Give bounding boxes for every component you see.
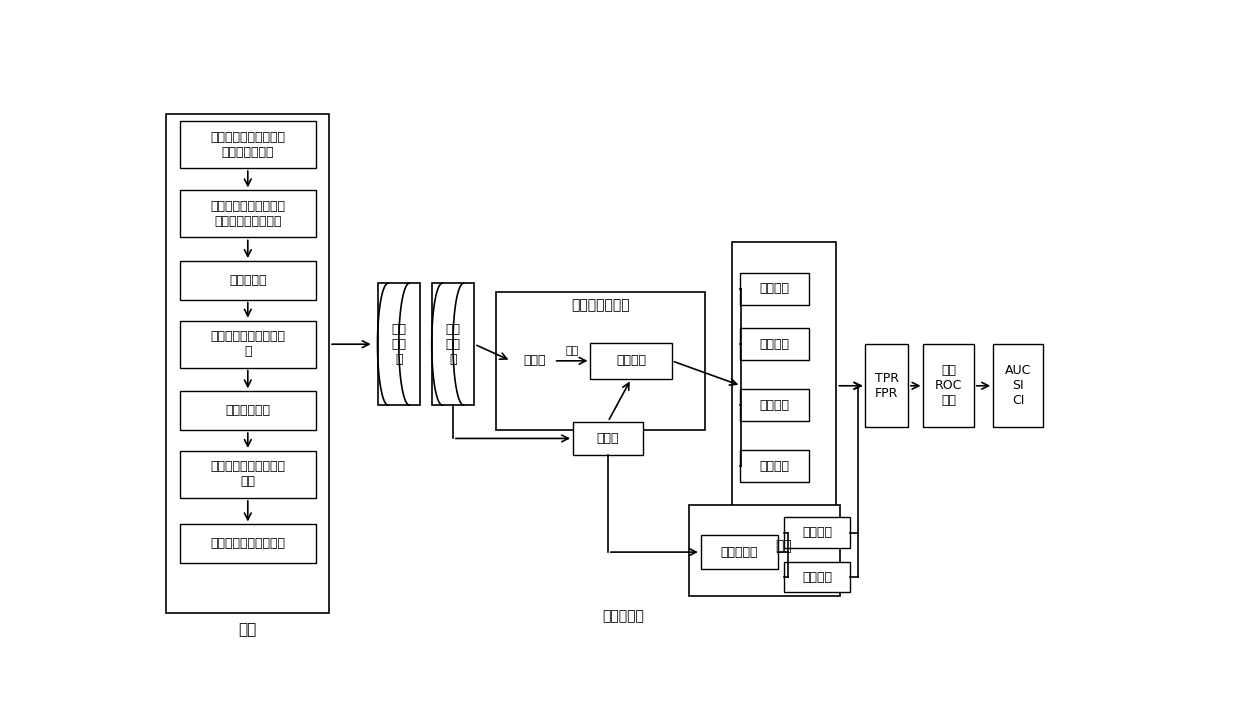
- Text: 机理分析，得到影响铁
水硅含量的工况参数: 机理分析，得到影响铁 水硅含量的工况参数: [211, 200, 285, 228]
- FancyBboxPatch shape: [496, 292, 705, 430]
- FancyBboxPatch shape: [180, 524, 316, 563]
- FancyBboxPatch shape: [180, 451, 316, 498]
- FancyBboxPatch shape: [180, 320, 316, 368]
- Text: 金标准分类: 金标准分类: [602, 609, 644, 623]
- Text: 可能准确: 可能准确: [760, 338, 789, 351]
- FancyBboxPatch shape: [378, 283, 420, 405]
- Text: 预测不准: 预测不准: [802, 570, 831, 583]
- FancyBboxPatch shape: [431, 283, 475, 405]
- FancyBboxPatch shape: [740, 273, 809, 305]
- FancyBboxPatch shape: [865, 344, 908, 428]
- FancyBboxPatch shape: [180, 121, 316, 168]
- Text: TPR
FPR: TPR FPR: [875, 372, 898, 400]
- Text: 历史硅含量预测值分类: 历史硅含量预测值分类: [211, 537, 285, 550]
- Text: 可能不准: 可能不准: [760, 399, 789, 412]
- Text: 输出
样本
集: 输出 样本 集: [446, 323, 461, 366]
- FancyBboxPatch shape: [166, 114, 330, 613]
- Text: 金标准分类: 金标准分类: [721, 546, 758, 559]
- Text: 输出: 输出: [776, 539, 792, 554]
- Text: 工况参数选取: 工况参数选取: [225, 404, 270, 417]
- Text: 肯定不准: 肯定不准: [760, 459, 789, 472]
- FancyBboxPatch shape: [689, 505, 840, 596]
- Text: AUC
SI
CI: AUC SI CI: [1005, 364, 1032, 408]
- FancyBboxPatch shape: [572, 422, 643, 455]
- FancyBboxPatch shape: [994, 344, 1043, 428]
- FancyBboxPatch shape: [732, 242, 836, 530]
- Text: 异常值处理: 异常值处理: [229, 274, 266, 287]
- Text: 随机森林分类器: 随机森林分类器: [571, 298, 629, 312]
- FancyBboxPatch shape: [591, 343, 672, 379]
- Text: 历史硅含量预测值、测
量值及工况参数: 历史硅含量预测值、测 量值及工况参数: [211, 130, 285, 158]
- Text: 比较准确: 比较准确: [760, 282, 789, 295]
- FancyBboxPatch shape: [180, 391, 316, 430]
- FancyBboxPatch shape: [701, 536, 778, 569]
- FancyBboxPatch shape: [740, 328, 809, 360]
- FancyBboxPatch shape: [784, 518, 850, 548]
- FancyBboxPatch shape: [740, 450, 809, 482]
- FancyBboxPatch shape: [180, 190, 316, 238]
- Text: 训练: 训练: [565, 346, 579, 356]
- FancyBboxPatch shape: [923, 344, 974, 428]
- Text: 时间点对应提取时间序
列: 时间点对应提取时间序 列: [211, 330, 285, 358]
- Text: 输入
样本
集: 输入 样本 集: [392, 323, 406, 366]
- Text: 绘制
ROC
曲线: 绘制 ROC 曲线: [935, 364, 963, 408]
- Text: 预测准确: 预测准确: [802, 526, 831, 539]
- FancyBboxPatch shape: [180, 261, 316, 300]
- FancyBboxPatch shape: [784, 562, 850, 593]
- Text: 训练集: 训练集: [523, 354, 545, 367]
- Text: 工况参数时间维度特征
提取: 工况参数时间维度特征 提取: [211, 461, 285, 488]
- Text: 随机森林: 随机森林: [616, 354, 646, 367]
- Text: 测试集: 测试集: [597, 432, 620, 445]
- FancyBboxPatch shape: [740, 389, 809, 421]
- Text: 输入: 输入: [239, 622, 256, 637]
